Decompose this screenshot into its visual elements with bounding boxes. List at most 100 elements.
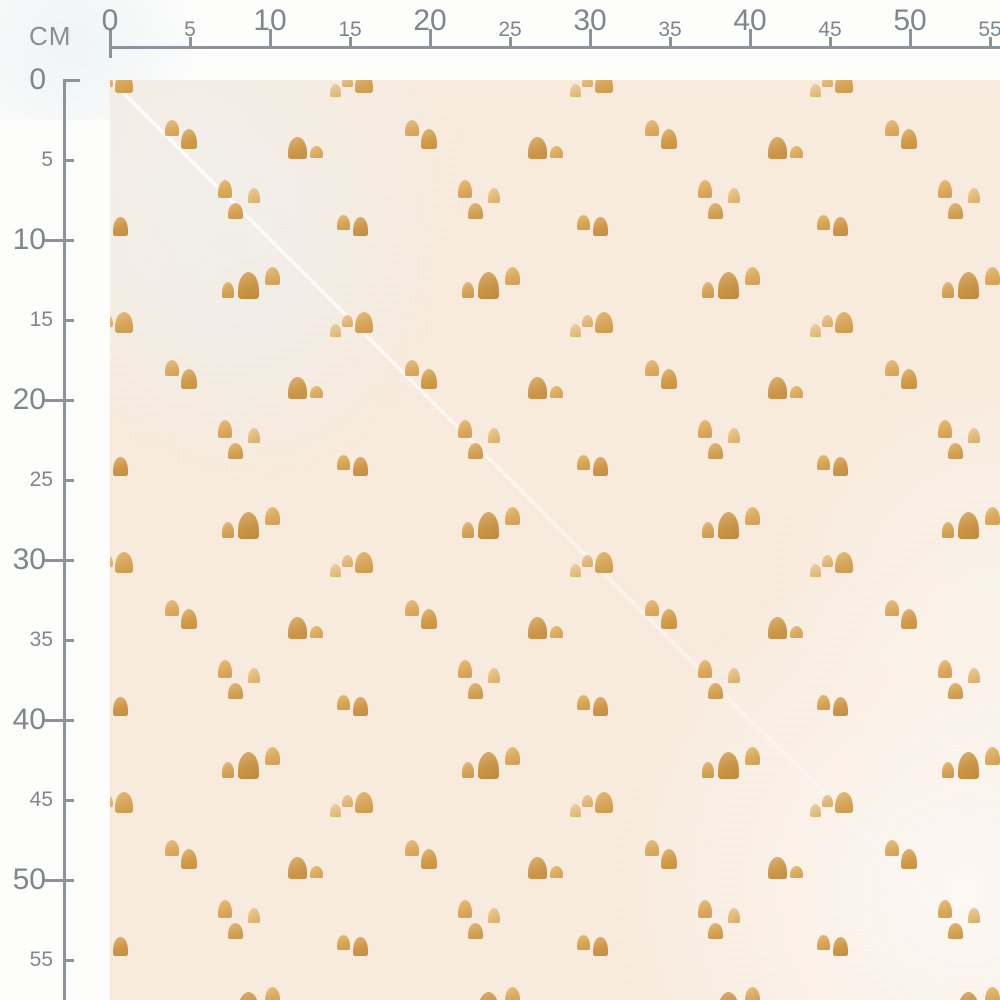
pattern-dome (342, 555, 353, 567)
pattern-dome (885, 840, 899, 856)
vertical-ruler-tick (63, 478, 74, 482)
pattern-dome (595, 80, 613, 93)
pattern-dome (810, 84, 821, 97)
pattern-dome (550, 146, 563, 158)
pattern-dome (702, 522, 714, 538)
pattern-dome (342, 795, 353, 807)
pattern-dome (458, 660, 472, 678)
vertical-ruler-label: 5 (41, 148, 53, 171)
pattern-dome (595, 312, 613, 333)
pattern-dome (577, 695, 590, 710)
pattern-dome (708, 923, 723, 939)
pattern-dome (968, 428, 980, 443)
pattern-dome (645, 600, 659, 616)
pattern-dome (181, 369, 197, 389)
horizontal-ruler-line (110, 46, 1000, 49)
pattern-dome (817, 695, 830, 710)
pattern-dome (421, 609, 437, 629)
pattern-dome (968, 908, 980, 923)
pattern-dome (238, 752, 259, 779)
pattern-dome (968, 188, 980, 203)
pattern-dome (478, 992, 499, 1000)
pattern-dome (817, 935, 830, 950)
pattern-dome (238, 272, 259, 299)
pattern-dome (833, 217, 848, 236)
vertical-ruler-label: 55 (29, 948, 53, 971)
pattern-dome (462, 762, 474, 778)
pattern-dome (458, 900, 472, 918)
pattern-dome (728, 188, 740, 203)
pattern-dome (790, 866, 803, 878)
pattern-dome (661, 609, 677, 629)
pattern-dome (698, 660, 712, 678)
pattern-dome (595, 552, 613, 573)
pattern-dome (181, 849, 197, 869)
pattern-dome (353, 937, 368, 956)
pattern-dome (833, 937, 848, 956)
pattern-dome (228, 443, 243, 459)
pattern-dome (110, 315, 113, 327)
pattern-dome (405, 600, 419, 616)
pattern-dome (661, 369, 677, 389)
pattern-dome (528, 617, 547, 639)
pattern-dome (938, 660, 952, 678)
pattern-dome (958, 272, 979, 299)
pattern-dome (833, 697, 848, 716)
vertical-ruler-label: 45 (29, 788, 53, 811)
pattern-dome (901, 129, 917, 149)
vertical-ruler-label: 35 (29, 628, 53, 651)
ruler-unit-label: CM (29, 21, 72, 51)
pattern-dome (265, 987, 280, 1000)
pattern-dome (288, 137, 307, 159)
pattern-dome (550, 866, 563, 878)
pattern-dome (115, 312, 133, 333)
pattern-dome (948, 683, 963, 699)
pattern-dome (938, 420, 952, 438)
pattern-dome (968, 668, 980, 683)
horizontal-ruler-tick (668, 37, 672, 46)
horizontal-ruler-tick (908, 29, 912, 46)
pattern-dome (550, 626, 563, 638)
pattern-dome (421, 129, 437, 149)
pattern-dome (702, 762, 714, 778)
pattern-dome (468, 683, 483, 699)
horizontal-ruler-label: 50 (893, 4, 927, 37)
pattern-dome (165, 120, 179, 136)
pattern-dome (110, 555, 113, 567)
pattern-dome (718, 752, 739, 779)
pattern-dome (265, 507, 280, 525)
pattern-dome (330, 804, 341, 817)
pattern-dome (661, 849, 677, 869)
vertical-ruler-tick (44, 238, 74, 242)
pattern-dome (355, 312, 373, 333)
pattern-dome (822, 795, 833, 807)
horizontal-ruler-tick (988, 37, 992, 46)
pattern-dome (310, 866, 323, 878)
fabric-preview[interactable] (110, 80, 1000, 1000)
pattern-dome (342, 80, 353, 87)
pattern-dome (985, 507, 1000, 525)
pattern-dome (698, 900, 712, 918)
pattern-dome (833, 457, 848, 476)
horizontal-ruler-label: 15 (338, 18, 362, 41)
pattern-dome (222, 762, 234, 778)
pattern-dome (238, 992, 259, 1000)
pattern-dome (728, 428, 740, 443)
vertical-ruler-tick (63, 798, 74, 802)
pattern-dome (337, 215, 350, 230)
pattern-dome (577, 455, 590, 470)
pattern-dome (810, 804, 821, 817)
vertical-ruler-label: 50 (12, 863, 46, 896)
pattern-dome (330, 324, 341, 337)
pattern-dome (113, 217, 128, 236)
pattern-dome (228, 203, 243, 219)
pattern-dome (901, 849, 917, 869)
pattern-dome (822, 80, 833, 87)
pattern-dome (718, 992, 739, 1000)
pattern-dome (745, 507, 760, 525)
pattern-dome (462, 282, 474, 298)
pattern-dome (488, 668, 500, 683)
pattern-dome (810, 324, 821, 337)
pattern-dome (718, 272, 739, 299)
pattern-dome (593, 697, 608, 716)
